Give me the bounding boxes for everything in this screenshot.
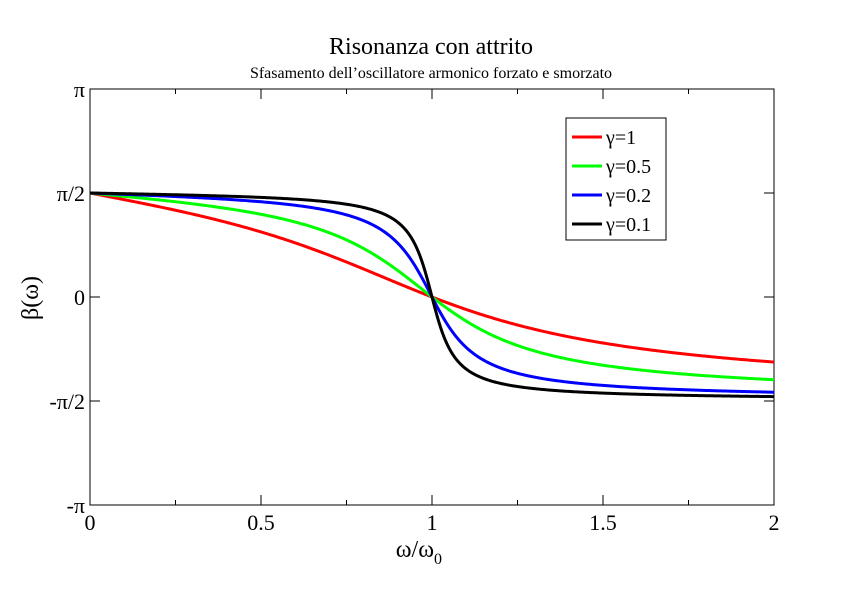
- x-tick-label: 1.5: [589, 510, 617, 535]
- x-tick-label: 1: [427, 510, 438, 535]
- chart-subtitle: Sfasamento dell’oscillatore armonico for…: [250, 65, 612, 82]
- legend-label: γ=0.1: [605, 214, 651, 236]
- ticks-layer: 0 0.5 1 1.5 2 -π -π/2 0 π/2 π: [49, 77, 779, 535]
- y-tick-label: -π: [67, 493, 85, 518]
- legend-label: γ=0.5: [605, 156, 651, 178]
- y-tick-label: π/2: [57, 181, 85, 206]
- x-tick-label: 0: [85, 510, 96, 535]
- legend-label: γ=0.2: [605, 185, 651, 207]
- x-tick-label: 2: [769, 510, 780, 535]
- series-line-gamma-0-1: [89, 191, 775, 399]
- legend: γ=1 γ=0.5 γ=0.2 γ=0.1: [565, 117, 667, 241]
- y-tick-label: π: [74, 77, 85, 102]
- x-tick-label: 0.5: [247, 510, 275, 535]
- chart-title: Risonanza con attrito: [329, 34, 533, 60]
- x-axis-label-subscript: 0: [434, 551, 442, 568]
- y-axis-label: β(ω): [18, 276, 44, 320]
- y-tick-label: -π/2: [49, 389, 85, 414]
- legend-label: γ=1: [605, 127, 636, 149]
- series-line-gamma-1: [89, 191, 775, 364]
- series-layer: [89, 191, 775, 399]
- x-axis-label: ω/ω: [396, 537, 434, 563]
- y-tick-label: 0: [74, 285, 85, 310]
